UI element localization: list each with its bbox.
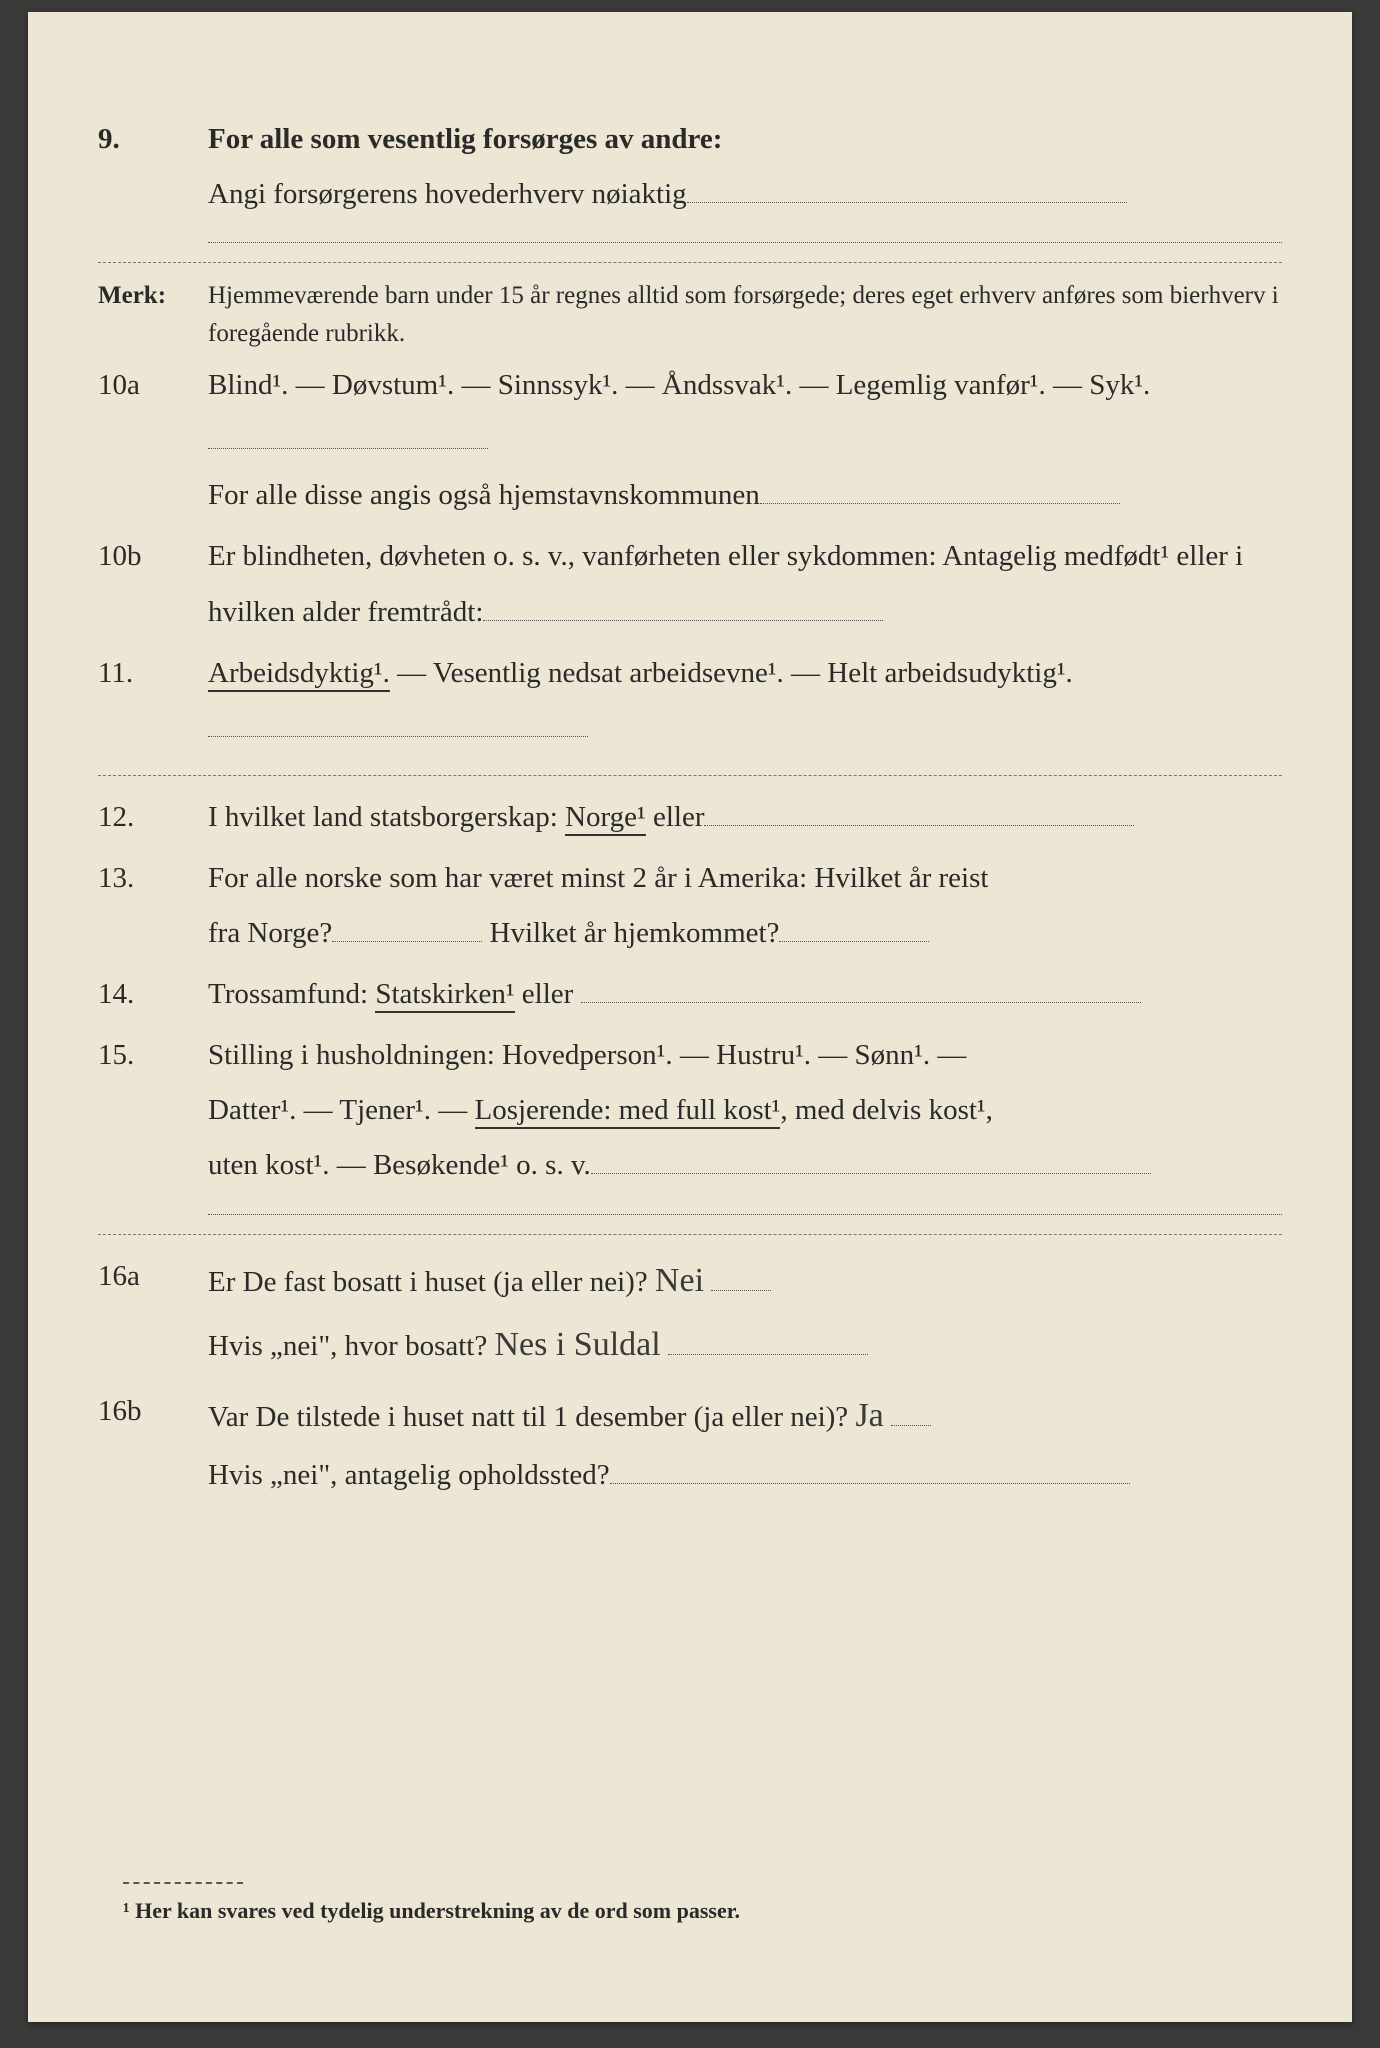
question-11: 11. Arbeidsdyktig¹. — Vesentlig nedsat a… <box>98 646 1282 756</box>
census-form-page: 9. For alle som vesentlig forsørges av a… <box>28 12 1352 2022</box>
q11-text: Arbeidsdyktig¹. — Vesentlig nedsat arbei… <box>208 646 1282 756</box>
merk-label: Merk: <box>98 277 208 352</box>
q16a-q2: Hvis „nei", hvor bosatt? Nes i Suldal <box>208 1313 1282 1378</box>
q13-number: 13. <box>98 851 208 961</box>
q16a-answer1: Nei <box>655 1262 704 1299</box>
q9-number: 9. <box>98 112 208 243</box>
q11-number: 11. <box>98 646 208 756</box>
question-9: 9. For alle som vesentlig forsørges av a… <box>98 112 1282 243</box>
q16b-number: 16b <box>98 1384 208 1504</box>
q10b-number: 10b <box>98 529 208 639</box>
q14-text: Trossamfund: Statskirken¹ eller <box>208 967 1282 1022</box>
footnote: ¹ Her kan svares ved tydelig understrekn… <box>123 1882 740 1932</box>
q16a-answer2: Nes i Suldal <box>494 1326 660 1363</box>
q10a-options: Blind¹. — Døvstum¹. — Sinnssyk¹. — Åndss… <box>208 358 1282 468</box>
q15-line2: Datter¹. — Tjener¹. — Losjerende: med fu… <box>208 1083 1282 1138</box>
q9-line1: For alle som vesentlig forsørges av andr… <box>208 112 1282 167</box>
q16b-answer1: Ja <box>855 1397 883 1434</box>
question-15: 15. Stilling i husholdningen: Hovedperso… <box>98 1028 1282 1214</box>
q15-number: 15. <box>98 1028 208 1214</box>
q16a-number: 16a <box>98 1249 208 1378</box>
merk-text: Hjemmeværende barn under 15 år regnes al… <box>208 277 1282 352</box>
q16b-q2: Hvis „nei", antagelig opholdssted? <box>208 1448 1282 1503</box>
q14-number: 14. <box>98 967 208 1022</box>
question-16b: 16b Var De tilstede i huset natt til 1 d… <box>98 1384 1282 1504</box>
q15-line1: Stilling i husholdningen: Hovedperson¹. … <box>208 1028 1282 1083</box>
q16b-q1: Var De tilstede i huset natt til 1 desem… <box>208 1384 1282 1449</box>
q9-line2: Angi forsørgerens hovederhverv nøiaktig <box>208 167 1282 222</box>
q10a-number: 10a <box>98 358 208 523</box>
question-10b: 10b Er blindheten, døvheten o. s. v., va… <box>98 529 1282 639</box>
question-12: 12. I hvilket land statsborgerskap: Norg… <box>98 790 1282 845</box>
q12-text: I hvilket land statsborgerskap: Norge¹ e… <box>208 790 1282 845</box>
q10a-line2: For alle disse angis også hjemstavnskomm… <box>208 468 1282 523</box>
q13-line2: fra Norge? Hvilket år hjemkommet? <box>208 906 1282 961</box>
q16a-q1: Er De fast bosatt i huset (ja eller nei)… <box>208 1249 1282 1314</box>
question-14: 14. Trossamfund: Statskirken¹ eller <box>98 967 1282 1022</box>
q13-line1: For alle norske som har været minst 2 år… <box>208 851 1282 906</box>
q12-number: 12. <box>98 790 208 845</box>
question-13: 13. For alle norske som har været minst … <box>98 851 1282 961</box>
q15-line3: uten kost¹. — Besøkende¹ o. s. v. <box>208 1138 1282 1193</box>
merk-note: Merk: Hjemmeværende barn under 15 år reg… <box>98 277 1282 352</box>
q10b-text: Er blindheten, døvheten o. s. v., vanfør… <box>208 529 1282 639</box>
question-16a: 16a Er De fast bosatt i huset (ja eller … <box>98 1249 1282 1378</box>
question-10a: 10a Blind¹. — Døvstum¹. — Sinnssyk¹. — Å… <box>98 358 1282 523</box>
